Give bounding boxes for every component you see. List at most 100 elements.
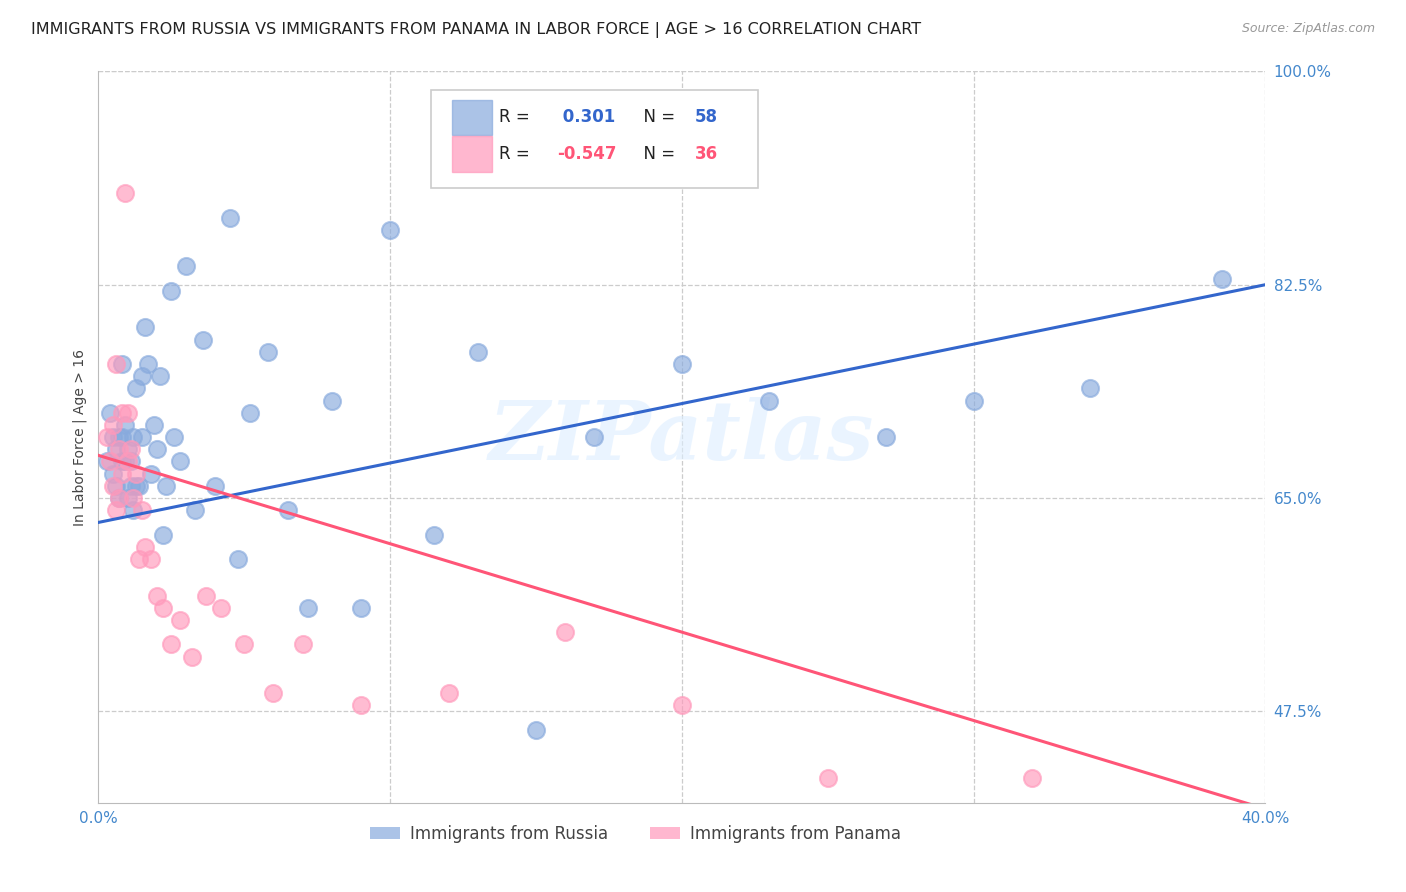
Point (350, 600, 373, 615)
Point (101, 467, 124, 481)
Text: N =: N = (633, 109, 681, 127)
Point (120, 479, 142, 493)
Text: IMMIGRANTS FROM RUSSIA VS IMMIGRANTS FROM PANAMA IN LABOR FORCE | AGE > 16 CORRE: IMMIGRANTS FROM RUSSIA VS IMMIGRANTS FRO… (31, 22, 921, 38)
Point (139, 552, 162, 566)
Text: 0.301: 0.301 (557, 109, 616, 127)
Point (139, 467, 162, 481)
Point (583, 430, 606, 444)
Point (117, 442, 139, 457)
Point (111, 467, 134, 481)
Point (136, 357, 159, 371)
Point (297, 600, 319, 615)
Point (114, 454, 136, 468)
Point (122, 430, 145, 444)
Point (183, 503, 205, 517)
Point (146, 442, 169, 457)
Point (817, 772, 839, 786)
Point (193, 333, 215, 347)
Point (131, 503, 153, 517)
Point (114, 186, 136, 201)
Text: -0.547: -0.547 (557, 145, 617, 163)
Point (204, 479, 226, 493)
Legend: Immigrants from Russia, Immigrants from Panama: Immigrants from Russia, Immigrants from … (363, 818, 907, 849)
Point (128, 479, 150, 493)
Point (111, 430, 134, 444)
Point (1021, 772, 1043, 786)
Point (120, 442, 142, 457)
Point (321, 393, 343, 408)
Point (98, 454, 121, 468)
Point (122, 491, 145, 505)
Point (160, 284, 183, 298)
Point (671, 357, 693, 371)
Point (125, 381, 148, 395)
FancyBboxPatch shape (451, 136, 492, 171)
Point (117, 454, 139, 468)
Point (122, 503, 145, 517)
Point (114, 417, 136, 432)
Point (875, 430, 897, 444)
Y-axis label: In Labor Force | Age > 16: In Labor Force | Age > 16 (73, 349, 87, 525)
Point (262, 686, 284, 700)
Point (180, 649, 202, 664)
Point (104, 357, 127, 371)
Point (149, 369, 172, 384)
Point (104, 503, 127, 517)
Point (233, 637, 256, 651)
Point (1080, 381, 1102, 395)
Point (256, 344, 278, 359)
Point (101, 479, 124, 493)
Point (128, 552, 150, 566)
Point (96, 454, 118, 468)
Point (380, 223, 402, 237)
Point (108, 491, 131, 505)
Text: 58: 58 (695, 109, 717, 127)
Point (131, 369, 153, 384)
Text: R =: R = (499, 145, 534, 163)
Point (524, 723, 547, 737)
Point (111, 406, 134, 420)
FancyBboxPatch shape (432, 90, 758, 188)
Point (96, 430, 118, 444)
Point (758, 393, 780, 408)
Point (163, 430, 186, 444)
Point (101, 430, 124, 444)
Point (111, 357, 134, 371)
Point (146, 589, 169, 603)
Text: 36: 36 (695, 145, 718, 163)
Point (120, 454, 142, 468)
Point (152, 527, 174, 541)
FancyBboxPatch shape (451, 100, 492, 135)
Point (467, 344, 489, 359)
Point (108, 442, 131, 457)
Point (117, 491, 139, 505)
Point (218, 211, 240, 225)
Point (160, 637, 183, 651)
Point (554, 625, 576, 640)
Point (101, 417, 124, 432)
Point (104, 479, 127, 493)
Point (291, 637, 314, 651)
Point (277, 503, 299, 517)
Point (117, 406, 139, 420)
Point (125, 479, 148, 493)
Point (962, 393, 984, 408)
Point (131, 430, 153, 444)
Point (423, 527, 446, 541)
Text: Source: ZipAtlas.com: Source: ZipAtlas.com (1241, 22, 1375, 36)
Point (239, 406, 262, 420)
Point (1211, 271, 1233, 285)
Point (134, 320, 156, 334)
Point (152, 600, 174, 615)
Point (350, 698, 373, 713)
Point (209, 600, 232, 615)
Point (437, 686, 460, 700)
Point (155, 479, 177, 493)
Point (98, 406, 121, 420)
Point (104, 442, 127, 457)
Point (142, 417, 165, 432)
Text: ZIPatlas: ZIPatlas (489, 397, 875, 477)
Point (108, 491, 131, 505)
Point (169, 613, 191, 627)
Point (671, 698, 693, 713)
